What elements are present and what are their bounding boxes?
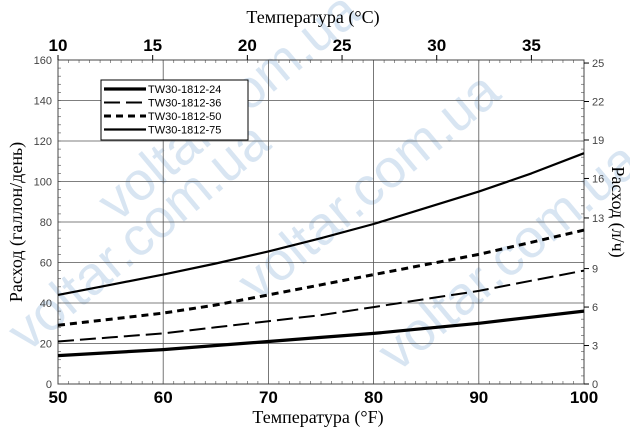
right-tick-label: 25 [592, 58, 604, 70]
y-tick-label: 60 [40, 258, 52, 270]
y-tick-label: 40 [40, 298, 52, 310]
y-tick-label: 140 [34, 96, 52, 108]
legend-label: TW30-1812-75 [148, 125, 221, 137]
legend-label: TW30-1812-36 [148, 98, 221, 110]
top-tick-label: 25 [333, 36, 352, 55]
top-tick-label: 35 [522, 36, 541, 55]
y-axis-title: Расход (галлон/день) [6, 142, 27, 302]
top-tick-label: 30 [427, 36, 446, 55]
chart-title: Температура (°C) [246, 7, 379, 28]
x-tick-label: 80 [364, 388, 383, 407]
x-tick-label: 50 [49, 388, 68, 407]
top-tick-label: 10 [49, 36, 68, 55]
right-tick-label: 19 [592, 135, 604, 147]
series-line-tw30-1812-24 [57, 309, 585, 358]
x-tick-label: 90 [469, 388, 488, 407]
x-tick-label: 70 [259, 388, 278, 407]
x-tick-label: 60 [154, 388, 173, 407]
series-line-tw30-1812-75 [57, 152, 585, 296]
y-tick-label: 100 [34, 177, 52, 189]
right-tick-label: 0 [592, 379, 598, 391]
top-tick-label: 15 [143, 36, 162, 55]
top-tick-label: 20 [238, 36, 257, 55]
y-axis-right-title: Расход (л/ч) [607, 166, 628, 257]
series-line-tw30-1812-36 [57, 269, 585, 343]
right-tick-label: 3 [592, 341, 598, 353]
y-tick-label: 120 [34, 136, 52, 148]
y-tick-label: 0 [46, 379, 52, 391]
legend-label: TW30-1812-24 [148, 84, 221, 96]
legend-label: TW30-1812-50 [148, 111, 221, 123]
right-tick-label: 13 [592, 213, 604, 225]
x-tick-label: 100 [570, 388, 598, 407]
y-tick-label: 20 [40, 339, 52, 351]
y-tick-label: 160 [34, 55, 52, 67]
right-tick-label: 9 [592, 264, 598, 276]
series-line-tw30-1812-50 [57, 228, 585, 327]
x-axis-title: Температура (°F) [252, 407, 383, 428]
plot-frame [57, 59, 585, 385]
right-tick-label: 16 [592, 173, 604, 185]
y-tick-label: 80 [40, 217, 52, 229]
right-tick-label: 22 [592, 97, 604, 109]
series-lines [57, 152, 585, 358]
right-tick-label: 6 [592, 302, 598, 314]
